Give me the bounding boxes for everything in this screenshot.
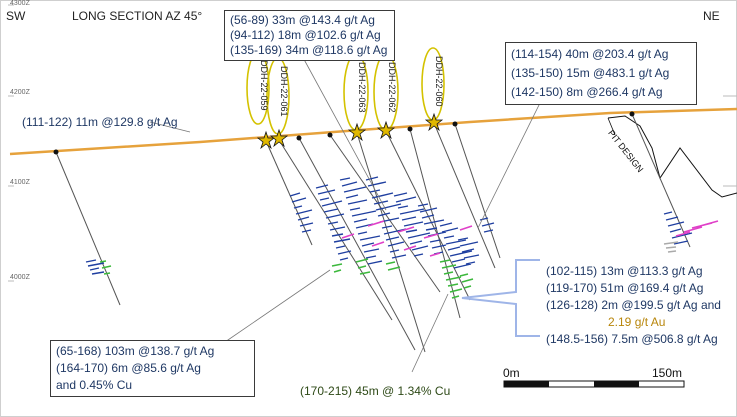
copper-assays xyxy=(99,258,474,299)
intercept-block-right: (102-115) 13m @113.3 g/t Ag (119-170) 51… xyxy=(546,263,721,348)
hole-label-ddh-22-060: DDH-22-060 xyxy=(434,56,444,107)
intercept-box-top-right: (114-154) 40m @203.4 g/t Ag (135-150) 15… xyxy=(505,42,697,105)
scale-start-label: 0m xyxy=(503,366,520,380)
trace-d xyxy=(454,123,501,259)
intercept-bottom-center: (170-215) 45m @ 1.34% Cu xyxy=(300,384,451,398)
hole-label-ddh-22-059: DDH-22-059 xyxy=(259,60,269,111)
gold-assays xyxy=(341,220,719,257)
direction-ne: NE xyxy=(703,9,720,23)
elevation-4300: 4300Z xyxy=(10,0,30,7)
intercept-line-gold: 2.19 g/t Au xyxy=(608,315,666,329)
leader-top-right xyxy=(477,102,541,229)
collars xyxy=(53,111,635,155)
right-bracket xyxy=(461,259,540,337)
intercept-line: (135-150) 15m @483.1 g/t Ag xyxy=(511,66,670,80)
trace-left-hole xyxy=(55,151,121,306)
assay-histograms xyxy=(85,176,719,299)
intercept-box-bottom-left: (65-168) 103m @138.7 g/t Ag (164-170) 6m… xyxy=(50,340,255,397)
low-grade-assays xyxy=(663,241,679,253)
star-ddh-22-062 xyxy=(376,120,396,140)
scale-end-label: 150m xyxy=(652,366,683,380)
silver-assays xyxy=(85,176,693,275)
leader-left xyxy=(149,121,191,133)
elevation-ticks xyxy=(8,4,737,282)
trace-a xyxy=(298,137,416,351)
intercept-line: (164-170) 6m @85.6 g/t Ag xyxy=(56,361,201,375)
intercept-line: (126-128) 2m @199.5 g/t Ag and xyxy=(546,298,721,312)
intercept-line: (102-115) 13m @113.3 g/t Ag xyxy=(546,264,703,278)
direction-sw: SW xyxy=(6,9,26,23)
drill-traces xyxy=(55,113,691,353)
leader-bottom-center xyxy=(411,293,449,373)
trace-right-hole xyxy=(631,113,691,248)
intercept-line: (114-154) 40m @203.4 g/t Ag xyxy=(511,47,669,61)
hole-label-ddh-22-061: DDH-22-061 xyxy=(279,66,289,117)
intercept-line: (65-168) 103m @138.7 g/t Ag xyxy=(56,344,215,358)
intercept-line: (142-150) 8m @266.4 g/t Ag xyxy=(511,85,663,99)
trace-b xyxy=(329,134,441,293)
leader-bottom-left xyxy=(224,269,331,343)
trace-ddh-22-059 xyxy=(265,140,313,246)
intercept-box-top-center: (56-89) 33m @143.4 g/t Ag (94-112) 18m @… xyxy=(224,10,395,61)
leader-top-center xyxy=(299,51,387,211)
trace-ddh-22-062 xyxy=(385,130,471,301)
section-title: LONG SECTION AZ 45° xyxy=(72,9,203,23)
hole-label-ddh-22-063: DDH-22-063 xyxy=(357,62,367,113)
intercept-line: (94-112) 18m @102.6 g/t Ag xyxy=(230,28,381,42)
star-ddh-22-059 xyxy=(256,130,276,150)
hole-label-ddh-22-062: DDH-22-062 xyxy=(387,62,397,113)
star-ddh-22-061 xyxy=(269,128,289,148)
intercept-line: (56-89) 33m @143.4 g/t Ag xyxy=(230,13,375,27)
trace-ddh-22-061 xyxy=(278,139,393,321)
collar-stars xyxy=(256,112,444,150)
intercept-line: (148.5-156) 7.5m @506.8 g/t Ag xyxy=(546,332,718,346)
trace-ddh-22-060 xyxy=(433,122,496,269)
pit-design-edge xyxy=(607,117,616,136)
leader-lines xyxy=(149,51,541,373)
trace-c xyxy=(409,128,461,319)
elevation-4100: 4100Z xyxy=(10,179,30,186)
intercept-left: (111-122) 11m @129.8 g/t Ag xyxy=(22,115,178,129)
trace-ddh-22-063 xyxy=(356,132,426,353)
scale-bar xyxy=(503,380,685,388)
intercept-line: (119-170) 51m @169.4 g/t Ag xyxy=(546,281,704,295)
star-ddh-22-063 xyxy=(347,122,367,142)
elevation-4200: 4200Z xyxy=(10,89,30,96)
elevation-4000: 4000Z xyxy=(10,274,30,281)
intercept-line: (135-169) 34m @118.6 g/t Ag xyxy=(230,43,388,57)
intercept-line-copper: and 0.45% Cu xyxy=(56,378,133,392)
star-ddh-22-060 xyxy=(424,112,444,132)
